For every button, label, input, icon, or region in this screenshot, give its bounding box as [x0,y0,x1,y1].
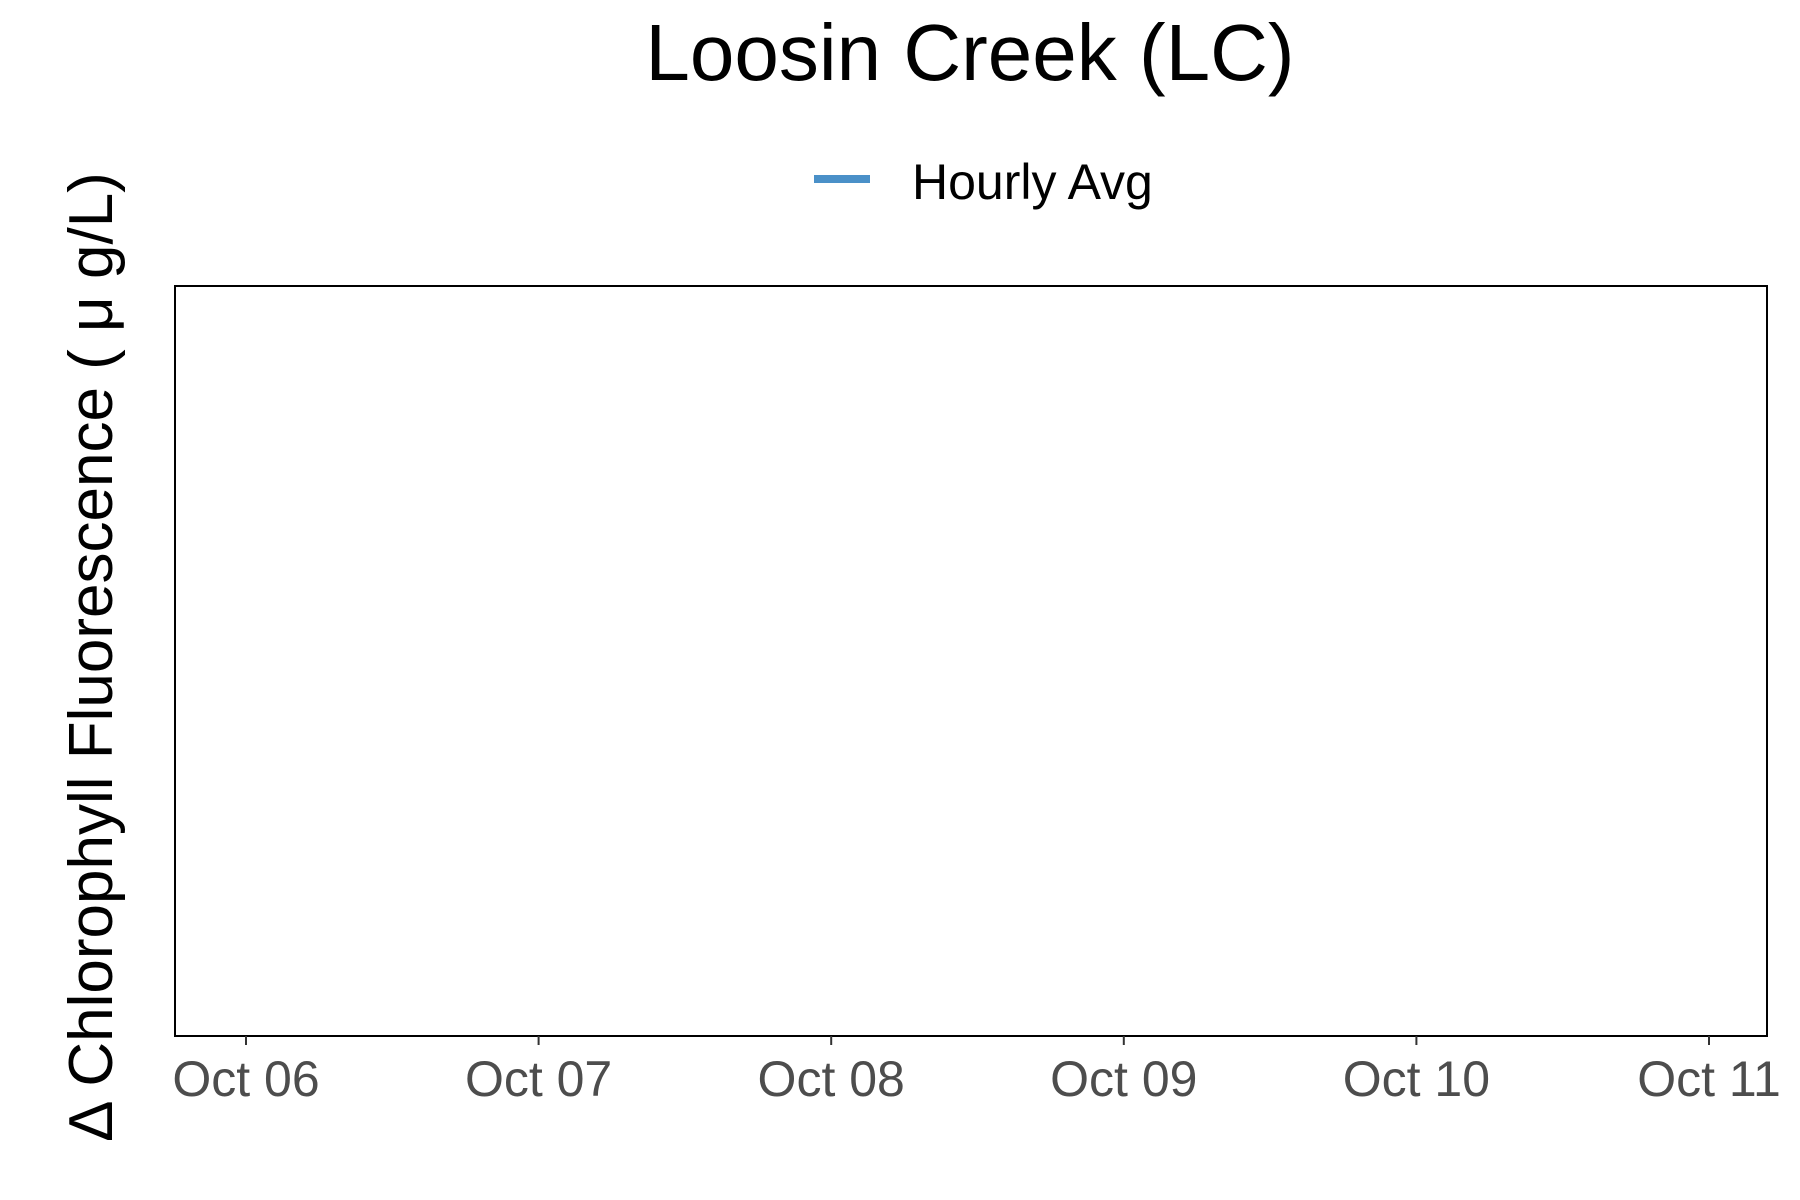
x-tick-label: Oct 10 [1343,1051,1490,1107]
y-axis-label: Δ Chlorophyll Fluorescence ( μ g/L) [57,172,126,1142]
legend-label-hourly-avg: Hourly Avg [912,154,1153,210]
x-tick-label: Oct 08 [758,1051,905,1107]
legend: Hourly Avg [814,154,1153,210]
chart-title: Loosin Creek (LC) [645,8,1294,97]
x-axis-ticks: Oct 06 Oct 07 Oct 08 Oct 09 Oct 10 Oct 11 [172,1036,1781,1107]
x-tick-label: Oct 09 [1050,1051,1197,1107]
plot-panel [174,285,1768,1037]
x-tick-label: Oct 07 [465,1051,612,1107]
x-tick-label: Oct 06 [172,1051,319,1107]
x-tick-label: Oct 11 [1637,1051,1781,1107]
